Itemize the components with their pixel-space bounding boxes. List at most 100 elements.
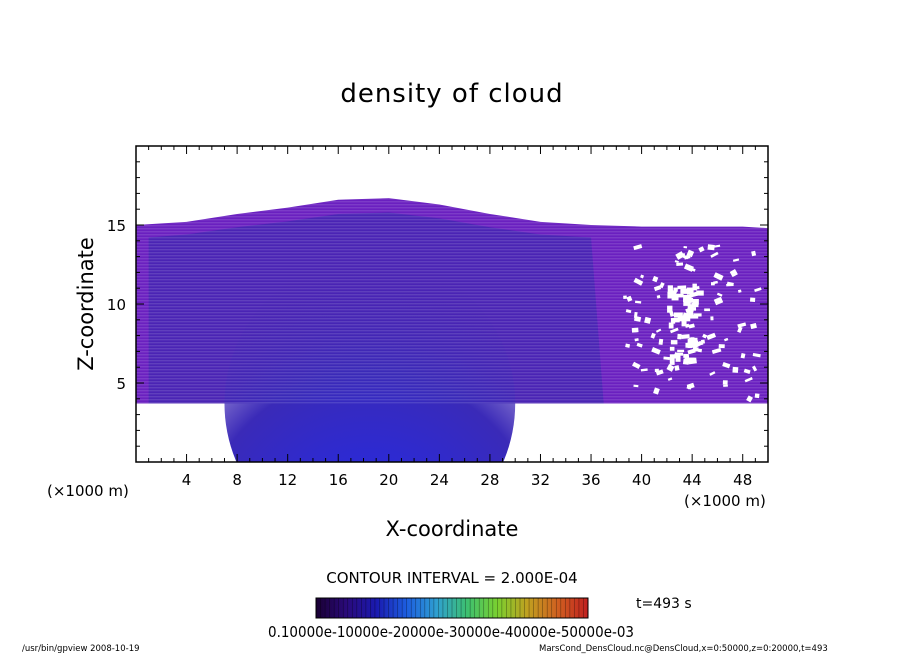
y-tick-label: 10: [107, 296, 126, 314]
cloud-hole: [723, 384, 728, 387]
cloud-hole: [651, 347, 661, 355]
x-tick-label: 16: [329, 471, 348, 489]
x-tick-label: 24: [430, 471, 449, 489]
y-axis-label: Z-coordinate: [74, 237, 98, 371]
cloud-hole: [623, 295, 627, 299]
footer-right: MarsCond_DensCloud.nc@DensCloud,x=0:5000…: [539, 644, 828, 654]
cloud-hole: [754, 287, 762, 293]
time-label: t=493 s: [636, 596, 692, 612]
cloud-hole: [634, 300, 642, 304]
cloud-hole: [723, 337, 729, 342]
cloud-hole: [676, 262, 684, 266]
cloud-hole: [746, 395, 753, 403]
cloud-hole: [686, 287, 694, 295]
cloud-hole: [726, 283, 734, 287]
cloud-hole: [687, 338, 696, 346]
cloud-holes: [623, 244, 762, 403]
cloud-hole: [706, 332, 717, 340]
cloud-hole: [633, 315, 642, 322]
cloud-hole: [722, 380, 728, 385]
cloud-hole: [652, 275, 659, 283]
cloud-hole: [729, 268, 738, 278]
x-tick-label: 28: [480, 471, 499, 489]
x-tick-label: 40: [632, 471, 651, 489]
cloud-hole: [683, 254, 691, 260]
cloud-hole: [634, 338, 639, 342]
x-tick-label: 44: [683, 471, 702, 489]
cloud-hole: [674, 260, 679, 264]
x-tick-label: 36: [581, 471, 600, 489]
cloud-hole: [675, 251, 685, 260]
footer-left: /usr/bin/gpview 2008-10-19: [22, 644, 140, 654]
colorbar-bands: [320, 598, 584, 618]
cloud-hole: [683, 298, 691, 306]
cloud-hole: [640, 368, 648, 372]
x-tick-label: 48: [733, 471, 752, 489]
cloud-hole: [669, 354, 678, 359]
cloud-hole: [663, 356, 671, 360]
cloud-hole: [737, 289, 742, 293]
cloud-hole: [675, 354, 681, 362]
cloud-hole: [686, 357, 695, 361]
cloud-hole: [687, 342, 693, 348]
x-tick-label: 8: [232, 471, 242, 489]
cloud-hole: [681, 315, 691, 322]
colorbar: [315, 597, 589, 619]
y-tick-label: 5: [116, 375, 126, 393]
cloud-hole: [626, 295, 633, 302]
cloud-hole: [688, 309, 694, 317]
x-tick-label: 20: [379, 471, 398, 489]
cloud-hole: [690, 337, 695, 342]
contour-interval: CONTOUR INTERVAL = 2.000E-04: [326, 569, 577, 587]
cloud-hole: [702, 333, 708, 339]
cloud-hole: [711, 347, 722, 355]
x-tick-label: 32: [531, 471, 550, 489]
cloud-hole: [722, 361, 731, 369]
cloud-hole: [656, 295, 661, 299]
x-axis-unit-right: (×1000 m): [684, 492, 766, 510]
cloud-hole: [743, 368, 751, 374]
cloud-hole: [631, 327, 639, 333]
x-axis-label: X-coordinate: [386, 517, 519, 541]
colorbar-labels: 0.10000e-10000e-20000e-30000e-40000e-500…: [268, 623, 634, 641]
cloud-hole: [680, 334, 690, 339]
cloud-hole: [713, 272, 724, 281]
cloud-hole: [640, 274, 645, 279]
cloud-hole: [710, 251, 719, 258]
cloud-hole: [633, 384, 639, 388]
cloud-hole: [716, 292, 723, 297]
cloud-hole: [625, 343, 631, 348]
cloud-hole: [700, 339, 705, 344]
x-axis-unit-left: (×1000 m): [47, 482, 129, 500]
cloud-hole: [683, 294, 692, 302]
cloud-hole: [677, 285, 687, 290]
cloud-hole: [633, 244, 643, 251]
cloud-hole: [752, 352, 761, 358]
cloud-hole: [693, 347, 699, 352]
cloud-hole: [655, 328, 662, 333]
cloud-hole: [692, 340, 703, 349]
cloud-hole: [751, 365, 758, 372]
cloud-hole: [740, 353, 746, 359]
cloud-hole: [670, 317, 680, 323]
cloud-hole: [718, 344, 725, 349]
x-tick-label: 4: [182, 471, 192, 489]
cloud-hole: [683, 263, 694, 272]
cloud-hole: [709, 371, 716, 376]
cloud-hole: [692, 283, 697, 291]
cloud-hole: [677, 349, 685, 353]
x-axis-ticks: 4 8 12 16 20 24 28 32 36 40 44 48: [148, 146, 769, 489]
cloud-hole: [658, 338, 664, 345]
cloud-hole: [686, 382, 695, 390]
cloud-hole: [636, 342, 643, 348]
cloud-hole: [697, 348, 703, 353]
cloud-hole: [693, 313, 702, 317]
cloud-hole: [644, 316, 652, 324]
cloud-hole: [671, 293, 679, 301]
cloud-hole: [653, 387, 660, 395]
cloud-hole: [750, 322, 757, 330]
cloud-hole: [751, 250, 757, 257]
cloud-hole: [691, 340, 699, 344]
cloud-hole: [650, 332, 656, 339]
